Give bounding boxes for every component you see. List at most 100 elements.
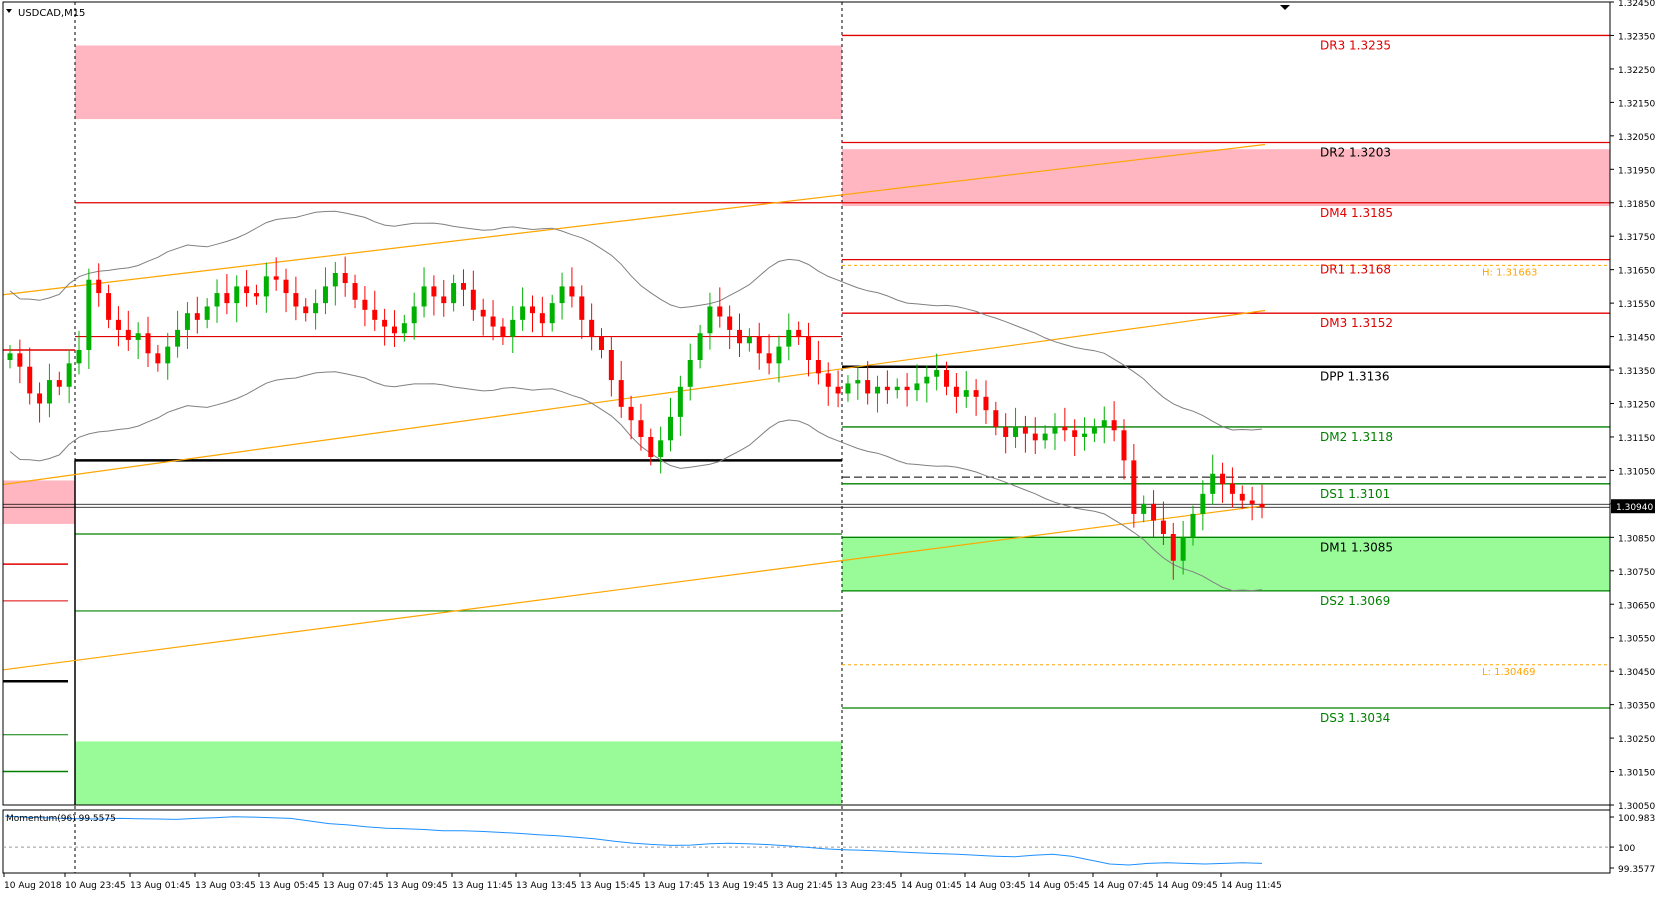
time-tick-label: 13 Aug 15:45	[580, 881, 641, 891]
candle-body	[658, 440, 664, 458]
pivot-label-10: DS3 1.3034	[1320, 711, 1390, 725]
candle-body	[303, 306, 309, 314]
candle-body	[155, 353, 161, 364]
time-tick-label: 14 Aug 07:45	[1093, 881, 1154, 891]
candle-body	[983, 396, 989, 411]
time-tick-label: 13 Aug 19:45	[708, 881, 769, 891]
candle-body	[1141, 503, 1147, 514]
candle-body	[342, 273, 348, 284]
candle-body	[431, 286, 437, 297]
price-tick-label: 1.30050	[1618, 802, 1655, 812]
pivot-label-1: DR2 1.3203	[1320, 146, 1391, 160]
momentum-tick-label: 100.9837	[1618, 814, 1656, 824]
price-tick-label: 1.30650	[1618, 601, 1655, 611]
candle-body	[322, 286, 328, 304]
candle-body	[451, 283, 457, 304]
price-tick-label: 1.31950	[1618, 166, 1655, 176]
price-tick-label: 1.32350	[1618, 32, 1655, 42]
candle-body	[756, 336, 762, 354]
candle-body	[1249, 500, 1255, 504]
pivot-label-8: DM1 1.3085	[1320, 540, 1393, 554]
time-tick-label: 10 Aug 23:45	[65, 881, 126, 891]
current-price-label: 1.30940	[1616, 503, 1653, 513]
candle-body	[1082, 433, 1088, 437]
candle-body	[125, 329, 131, 340]
candle-body	[1003, 426, 1009, 437]
candle-body	[894, 386, 900, 391]
pivot-label-6: DM2 1.3118	[1320, 430, 1393, 444]
price-tick-label: 1.31050	[1618, 467, 1655, 477]
candle-body	[835, 386, 841, 394]
symbol-menu-icon[interactable]	[6, 9, 12, 13]
price-tick-label: 1.31150	[1618, 434, 1655, 444]
price-tick-label: 1.31850	[1618, 200, 1655, 210]
candle-body	[86, 279, 92, 350]
candle-body	[855, 380, 861, 384]
candle-body	[1013, 426, 1019, 437]
candle-body	[480, 309, 486, 317]
candle-body	[539, 313, 545, 324]
candle-body	[717, 306, 723, 317]
candle-body	[677, 386, 683, 417]
candle-body	[648, 436, 654, 458]
price-tick-label: 1.32450	[1618, 0, 1655, 9]
candle-body	[56, 380, 62, 387]
candle-body	[1062, 426, 1068, 431]
price-tick-label: 1.31350	[1618, 367, 1655, 377]
candle-body	[638, 420, 644, 437]
candle-body	[1042, 433, 1048, 441]
time-tick-label: 13 Aug 11:45	[452, 881, 513, 891]
candle-body	[1170, 533, 1176, 561]
session-low-label: L: 1.30469	[1482, 667, 1535, 678]
candle-body	[993, 410, 999, 427]
candle-body	[1180, 537, 1186, 561]
candle-body	[46, 380, 52, 404]
pivot-label-5: DPP 1.3136	[1320, 370, 1390, 384]
time-tick-label: 14 Aug 11:45	[1221, 881, 1282, 891]
candle-body	[391, 326, 397, 334]
candle-body	[1072, 430, 1078, 437]
candle-body	[953, 386, 959, 397]
pivot-label-7: DS1 1.3101	[1320, 487, 1390, 501]
price-tick-label: 1.32150	[1618, 99, 1655, 109]
candle-body	[1101, 420, 1107, 427]
candle-body	[411, 306, 417, 324]
time-tick-label: 13 Aug 07:45	[323, 881, 384, 891]
candle-body	[1210, 473, 1216, 494]
candle-body	[401, 323, 407, 334]
price-tick-label: 1.31750	[1618, 233, 1655, 243]
price-tick-label: 1.30550	[1618, 635, 1655, 645]
momentum-tick-label: 100	[1618, 844, 1635, 854]
price-tick-label: 1.32250	[1618, 66, 1655, 76]
price-tick-label: 1.30750	[1618, 568, 1655, 578]
candle-body	[76, 349, 82, 364]
candle-body	[1239, 493, 1245, 501]
time-tick-label: 13 Aug 23:45	[836, 881, 897, 891]
candle-body	[175, 329, 181, 347]
candle-body	[273, 276, 279, 280]
band-lower	[9, 371, 1263, 592]
candle-body	[470, 289, 476, 310]
candle-body	[697, 333, 703, 361]
candle-body	[806, 336, 812, 361]
time-tick-label: 13 Aug 01:45	[130, 881, 191, 891]
candle-body	[865, 380, 871, 394]
level-labels-layer: DR3 1.3235 DR2 1.3203 DM4 1.3185 DR1 1.3168…	[1320, 38, 1537, 725]
candle-body	[1220, 473, 1226, 484]
zone-demand-2	[842, 537, 1610, 591]
candle-body	[313, 303, 319, 314]
candle-body	[17, 353, 23, 367]
candle-body	[7, 353, 13, 361]
candle-body	[1121, 430, 1127, 461]
candle-body	[27, 366, 33, 394]
price-tick-label: 1.31650	[1618, 267, 1655, 277]
candle-body	[884, 386, 890, 391]
candle-body	[352, 283, 358, 300]
pivot-label-3: DR1 1.3168	[1320, 263, 1391, 277]
candle-body	[707, 306, 713, 334]
zone-supply-4	[3, 480, 75, 524]
candle-body	[1022, 426, 1028, 434]
